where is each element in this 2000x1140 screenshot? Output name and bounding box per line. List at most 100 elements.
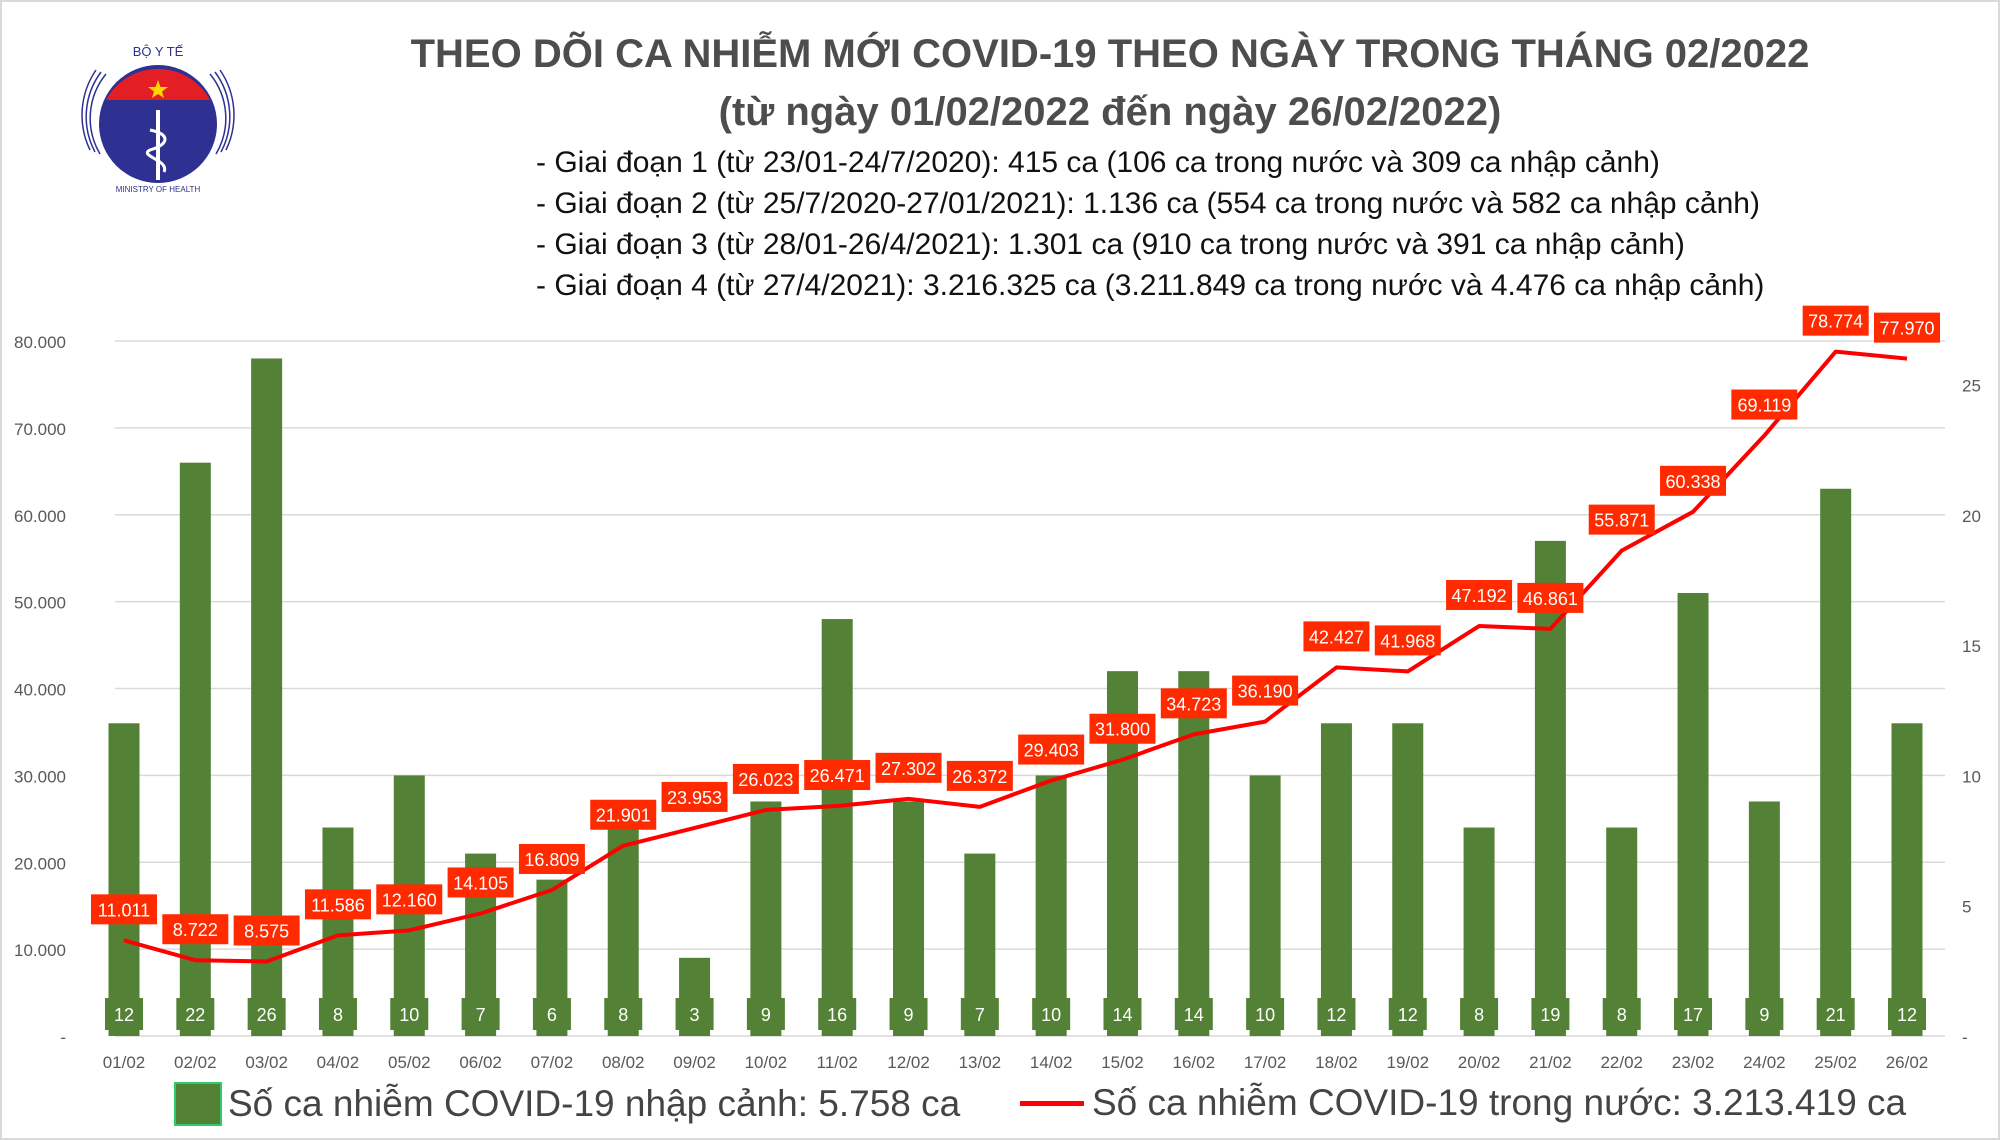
bar-label: 19 [1540, 1005, 1560, 1025]
bar-label: 12 [1398, 1005, 1418, 1025]
bar [179, 462, 211, 1036]
bar-label: 12 [1897, 1005, 1917, 1025]
x-axis-tick: 26/02 [1886, 1053, 1929, 1072]
left-axis-tick: 80.000 [14, 333, 66, 352]
x-axis-tick: 02/02 [174, 1053, 217, 1072]
x-axis-tick: 04/02 [317, 1053, 360, 1072]
line-label-box [447, 867, 514, 898]
line-label: 11.586 [311, 895, 365, 915]
chart-subtitle: (từ ngày 01/02/2022 đến ngày 26/02/2022) [718, 90, 1502, 134]
right-axis-tick: 25 [1962, 377, 1981, 396]
bar-label: 9 [761, 1005, 771, 1025]
line-label-box [946, 760, 1013, 791]
line-label: 23.953 [667, 788, 722, 808]
bar [1320, 723, 1352, 1036]
bar-label-box [1745, 998, 1784, 1030]
bar [1748, 801, 1780, 1036]
line-label-box [590, 799, 657, 830]
bar-label: 22 [185, 1005, 205, 1025]
bar-label: 9 [1759, 1005, 1769, 1025]
bar [1534, 540, 1566, 1036]
x-axis-tick: 12/02 [887, 1053, 930, 1072]
bar-label-box [176, 998, 215, 1030]
x-axis-tick: 08/02 [602, 1053, 645, 1072]
logo-text-bottom: MINISTRY OF HEALTH [116, 185, 201, 194]
line-label: 31.800 [1095, 720, 1150, 740]
bar-label-box [105, 998, 143, 1030]
line-label-box [1018, 734, 1085, 765]
line-label: 14.105 [453, 873, 508, 893]
bar-label-box [1174, 998, 1213, 1030]
line-label-box [1374, 625, 1441, 656]
chart-title: THEO DÕI CA NHIỄM MỚI COVID-19 THEO NGÀY… [410, 32, 1810, 76]
ministry-of-health-logo: BỘ Y TẾ MINISTRY OF HEALTH [81, 44, 235, 194]
logo-text-top: BỘ Y TẾ [133, 44, 184, 59]
line-label: 46.861 [1523, 589, 1578, 609]
line-label: 27.302 [881, 759, 936, 779]
x-axis-tick: 11/02 [817, 1053, 858, 1072]
bar-label-box [1531, 998, 1570, 1030]
bar-label: 6 [547, 1005, 557, 1025]
line-label: 16.809 [524, 850, 579, 870]
line-label-box [1089, 713, 1156, 744]
bar-label-box [1816, 998, 1855, 1030]
line-label-box [1517, 582, 1584, 613]
bar [1820, 488, 1852, 1036]
bar-label-box [318, 998, 357, 1030]
bar-label: 10 [1255, 1005, 1275, 1025]
bar-label: 10 [399, 1005, 419, 1025]
x-axis-tick: 20/02 [1458, 1053, 1501, 1072]
line-label-box [304, 889, 371, 920]
bar-label: 3 [690, 1005, 700, 1025]
bar [1178, 671, 1210, 1036]
line-label: 26.023 [738, 770, 793, 790]
bar-label-box [1032, 998, 1071, 1030]
line-label: 29.403 [1024, 741, 1079, 761]
bar [108, 723, 140, 1036]
bar-label-box [889, 998, 928, 1030]
right-axis-tick: 5 [1962, 898, 1971, 917]
line-label-box [732, 763, 799, 794]
x-axis-tick: 17/02 [1244, 1053, 1287, 1072]
bar-label-box [818, 998, 857, 1030]
legend-bar-swatch [174, 1082, 222, 1126]
line-label: 26.471 [810, 766, 865, 786]
phase-3-summary: - Giai đoạn 3 (từ 28/01-26/4/2021): 1.30… [536, 228, 1685, 261]
left-axis-tick: 30.000 [14, 767, 66, 786]
x-axis-tick: 01/02 [103, 1053, 146, 1072]
bar-label: 21 [1826, 1005, 1846, 1025]
line-label: 69.119 [1738, 396, 1792, 416]
line-label: 8.722 [173, 920, 218, 940]
bar-label-box [1388, 998, 1427, 1030]
left-axis-tick: 20.000 [14, 854, 66, 873]
bar-label-box [461, 998, 500, 1030]
line-label-box [1731, 389, 1798, 420]
right-axis-tick: - [1962, 1028, 1968, 1047]
phase-4-summary: - Giai đoạn 4 (từ 27/4/2021): 3.216.325 … [536, 269, 1765, 302]
right-axis-tick: 10 [1962, 767, 1981, 786]
bar-label-box [1317, 998, 1356, 1030]
phase-summary-list: - Giai đoạn 1 (từ 23/01-24/7/2020): 415 … [536, 142, 1764, 306]
x-axis-tick: 23/02 [1672, 1053, 1715, 1072]
phase-2-summary: - Giai đoạn 2 (từ 25/7/2020-27/01/2021):… [536, 187, 1760, 220]
bar-label: 9 [904, 1005, 914, 1025]
legend-line-swatch [1020, 1100, 1084, 1106]
x-axis-tick: 22/02 [1600, 1053, 1643, 1072]
x-axis-tick: 15/02 [1101, 1053, 1144, 1072]
bar [1891, 723, 1923, 1036]
bar-label: 8 [333, 1005, 343, 1025]
line-label: 36.190 [1238, 682, 1293, 702]
line-label: 78.774 [1808, 312, 1863, 332]
line-label-box [875, 752, 942, 783]
domestic-cases-line [123, 349, 1908, 964]
x-axis-tick: 07/02 [531, 1053, 574, 1072]
line-label-box [91, 894, 157, 925]
bar [1677, 592, 1709, 1036]
line-label: 77.970 [1879, 319, 1934, 339]
left-axis-tick: - [60, 1028, 66, 1047]
left-axis-tick: 50.000 [14, 594, 66, 613]
bar-label-box [675, 998, 714, 1030]
right-axis-tick: 15 [1962, 637, 1981, 656]
legend-item-imported: Số ca nhiễm COVID-19 nhập cảnh: 5.758 ca [174, 1082, 960, 1126]
